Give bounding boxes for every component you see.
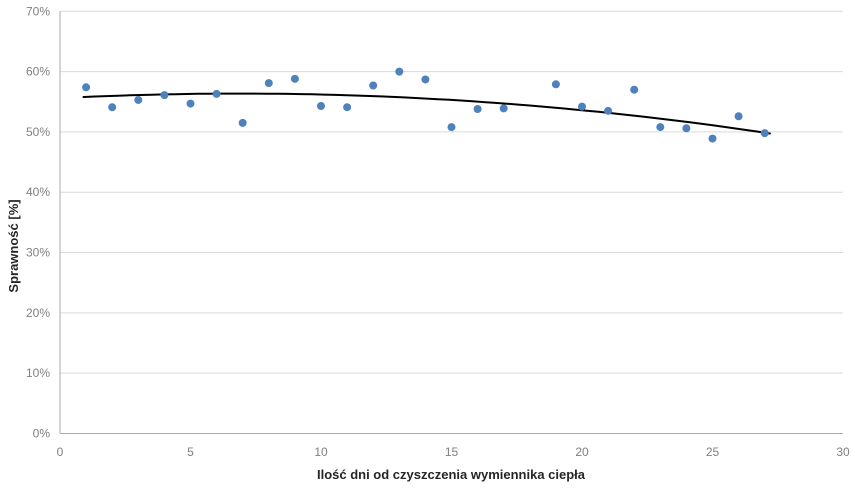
data-point <box>395 67 404 76</box>
data-point <box>734 112 743 121</box>
data-point <box>212 89 221 98</box>
data-point <box>760 129 769 138</box>
data-point <box>656 123 665 132</box>
data-point <box>499 104 508 113</box>
y-tick-label: 70% <box>26 4 50 18</box>
data-point <box>421 75 430 84</box>
data-point <box>551 80 560 89</box>
x-axis-tick-labels: 0 5 10 15 20 25 30 <box>57 445 850 459</box>
data-point <box>186 99 195 108</box>
trend-line <box>82 92 771 135</box>
data-point <box>708 134 717 143</box>
data-point <box>134 95 143 104</box>
data-points-group <box>82 67 769 143</box>
x-tick-label: 10 <box>314 445 328 459</box>
data-point <box>447 123 456 132</box>
data-point <box>317 101 325 110</box>
y-tick-label: 10% <box>26 366 50 380</box>
y-tick-label: 20% <box>26 306 50 320</box>
data-point <box>630 85 639 94</box>
trend-line-group <box>82 92 771 135</box>
data-point <box>290 74 299 83</box>
axis-lines <box>59 11 843 434</box>
x-tick-label: 15 <box>445 445 459 459</box>
x-tick-label: 0 <box>57 445 64 459</box>
y-axis-tick-labels: 0% 10% 20% 30% 40% 50% 60% 70% <box>26 4 50 440</box>
x-tick-label: 30 <box>836 445 850 459</box>
gridlines <box>60 10 843 374</box>
data-point <box>682 124 691 133</box>
data-point <box>264 79 273 88</box>
x-tick-label: 5 <box>187 445 194 459</box>
data-point <box>160 91 169 100</box>
data-point <box>82 83 91 92</box>
y-tick-label: 0% <box>33 427 51 441</box>
x-tick-label: 25 <box>706 445 720 459</box>
data-point <box>238 118 247 127</box>
x-tick-label: 20 <box>575 445 589 459</box>
y-tick-label: 50% <box>26 125 50 139</box>
data-point <box>578 102 586 111</box>
y-axis-title: Sprawność [%] <box>6 199 21 292</box>
y-tick-label: 60% <box>26 65 50 79</box>
data-point <box>604 106 613 115</box>
data-point <box>108 103 117 112</box>
x-axis-title: Ilość dni od czyszczenia wymiennika ciep… <box>317 467 586 482</box>
data-point <box>473 105 482 114</box>
y-tick-label: 40% <box>26 185 50 199</box>
data-point <box>369 81 378 90</box>
y-tick-label: 30% <box>26 246 50 260</box>
data-point <box>343 103 352 112</box>
